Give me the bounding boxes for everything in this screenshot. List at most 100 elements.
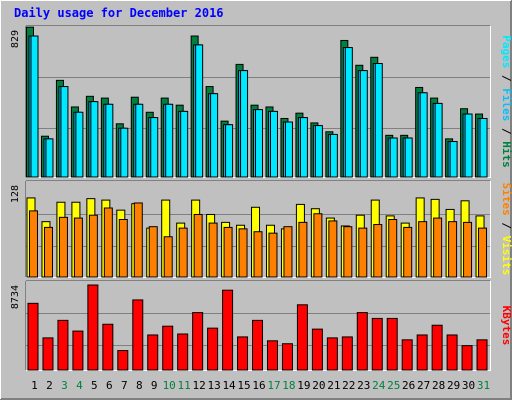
kbytes-bar-day-13 [207, 327, 219, 371]
day-label-16: 16 [252, 379, 265, 392]
hits-panel-legend-files: Files [500, 88, 512, 121]
day-label-19: 19 [297, 379, 310, 392]
pages-bar-day-20 [314, 125, 323, 178]
pages-bar-day-16 [255, 109, 264, 178]
pages-bar-day-24 [374, 63, 383, 178]
visits-panel-max-label: 128 [10, 185, 21, 203]
kbytes-bar-day-4 [72, 330, 84, 371]
sites-bar-day-14 [223, 226, 233, 278]
kbytes-bar-day-7 [117, 350, 129, 371]
day-label-31: 31 [477, 379, 490, 392]
day-label-27: 27 [417, 379, 430, 392]
pages-bar-day-10 [165, 103, 174, 178]
sites-bar-day-12 [193, 213, 203, 278]
sites-bar-day-10 [163, 236, 173, 278]
kbytes-bar-day-14 [222, 289, 234, 371]
day-label-28: 28 [432, 379, 445, 392]
kbytes-bar-day-18 [281, 343, 293, 371]
pages-bar-day-27 [419, 92, 428, 178]
sites-bar-day-7 [118, 219, 128, 278]
day-label-23: 23 [357, 379, 370, 392]
sites-bar-day-30 [463, 221, 473, 278]
hits-panel-legend-hits: Hits [500, 141, 512, 168]
day-label-1: 1 [31, 379, 38, 392]
sites-bar-day-17 [268, 232, 278, 278]
sites-bar-day-4 [73, 217, 83, 278]
visits-panel-legend: Sites / Visits [500, 183, 512, 276]
visits-panel-legend-sites: Sites [500, 183, 512, 216]
kbytes-bar-day-31 [476, 339, 488, 371]
kbytes-bar-day-9 [147, 334, 159, 371]
sites-bar-day-31 [478, 227, 488, 278]
day-label-13: 13 [207, 379, 220, 392]
hits-panel-legend: Pages / Files / Hits [500, 35, 512, 168]
pages-bar-day-26 [404, 137, 413, 178]
kbytes-bar-day-1 [27, 302, 39, 371]
day-label-12: 12 [193, 379, 206, 392]
pages-bar-day-1 [30, 35, 39, 178]
kbytes-bar-day-23 [356, 312, 368, 371]
day-label-4: 4 [76, 379, 83, 392]
kbytes-bar-day-6 [102, 323, 114, 371]
visits-panel-legend-separator: / [500, 216, 512, 236]
pages-bar-day-4 [75, 111, 84, 178]
kbytes-bar-day-19 [296, 304, 308, 371]
day-label-9: 9 [151, 379, 158, 392]
pages-bar-day-31 [479, 117, 488, 178]
pages-bar-day-25 [389, 137, 398, 178]
kbytes-bar-day-29 [446, 334, 458, 371]
pages-bar-day-5 [90, 101, 99, 178]
kbytes-bar-day-5 [87, 284, 99, 371]
sites-bar-day-3 [58, 216, 68, 278]
sites-bar-day-18 [283, 226, 293, 278]
pages-bar-day-19 [299, 117, 308, 178]
pages-bar-day-17 [269, 110, 278, 178]
hits-panel-max-label: 829 [10, 30, 21, 48]
day-label-14: 14 [222, 379, 236, 392]
kbytes-bar-day-16 [252, 319, 264, 371]
day-label-24: 24 [372, 379, 386, 392]
kbytes-panel-max-label: 8734 [10, 285, 21, 309]
chart-title: Daily usage for December 2016 [14, 6, 224, 20]
sites-bar-day-1 [29, 210, 38, 278]
sites-bar-day-11 [178, 227, 188, 278]
sites-bar-day-6 [103, 207, 113, 278]
day-label-25: 25 [387, 379, 400, 392]
day-label-11: 11 [178, 379, 191, 392]
pages-bar-day-3 [60, 86, 69, 178]
kbytes-bar-day-17 [266, 340, 278, 371]
pages-bar-day-29 [449, 141, 458, 178]
kbytes-bar-day-24 [371, 317, 383, 371]
day-label-10: 10 [163, 379, 176, 392]
pages-bar-day-18 [284, 121, 293, 178]
day-label-22: 22 [342, 379, 355, 392]
sites-bar-day-8 [133, 202, 143, 278]
day-label-8: 8 [136, 379, 143, 392]
hits-panel-legend-separator: / [500, 68, 512, 88]
kbytes-bar-day-28 [431, 324, 443, 371]
pages-bar-day-2 [45, 138, 54, 178]
day-label-21: 21 [327, 379, 340, 392]
day-label-18: 18 [282, 379, 295, 392]
pages-bar-day-21 [329, 133, 338, 178]
pages-bar-day-22 [344, 47, 353, 178]
kbytes-bar-day-25 [386, 317, 398, 371]
day-label-30: 30 [462, 379, 475, 392]
sites-bar-day-9 [148, 226, 158, 278]
sites-bar-day-2 [43, 226, 53, 278]
kbytes-bar-day-30 [461, 345, 473, 371]
sites-bar-day-25 [388, 219, 398, 278]
pages-bar-day-8 [135, 103, 144, 178]
pages-bar-day-30 [464, 113, 473, 178]
day-label-3: 3 [61, 379, 68, 392]
day-label-29: 29 [447, 379, 460, 392]
day-label-17: 17 [267, 379, 280, 392]
kbytes-bar-day-12 [192, 312, 204, 371]
kbytes-bar-day-21 [326, 337, 338, 371]
sites-bar-day-20 [313, 213, 323, 278]
pages-bar-day-9 [150, 117, 159, 178]
hits-panel-legend-pages: Pages [500, 35, 512, 68]
kbytes-bar-day-8 [132, 299, 144, 371]
pages-bar-day-28 [434, 102, 443, 178]
